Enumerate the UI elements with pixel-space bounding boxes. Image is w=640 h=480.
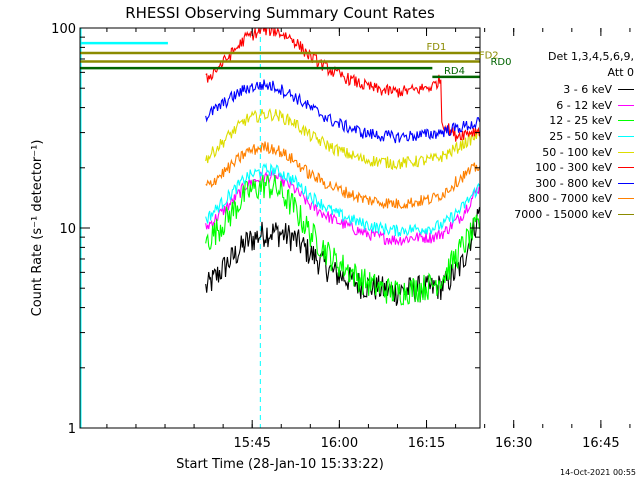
legend-swatch xyxy=(618,89,634,91)
legend-swatch xyxy=(618,151,634,153)
generated-timestamp: 14-Oct-2021 00:55 xyxy=(560,468,636,477)
legend-header-attenuator: Att 0 xyxy=(607,66,634,79)
legend-swatch xyxy=(618,120,634,122)
legend-entry: 50 - 100 keV xyxy=(476,144,634,160)
legend-label: 800 - 7000 keV xyxy=(528,192,612,206)
series-layer xyxy=(205,28,480,306)
legend-label: 300 - 800 keV xyxy=(535,176,612,190)
legend-entry: 12 - 25 keV xyxy=(476,113,634,129)
legend: Det 1,3,4,5,6,9, Att 0 3 - 6 keV 6 - 12 k… xyxy=(476,50,634,222)
legend-label: 12 - 25 keV xyxy=(549,114,612,128)
series-line-4 xyxy=(205,162,480,237)
series-line-7 xyxy=(205,79,480,144)
y-axis: 1 10 100 xyxy=(51,22,480,437)
chart-title: RHESSI Observing Summary Count Rates xyxy=(125,4,435,22)
x-axis-label: Start Time (28-Jan-10 15:33:22) xyxy=(176,457,384,472)
series-line-5 xyxy=(205,108,480,171)
y-tick-label: 1 xyxy=(68,422,76,437)
y-tick-label: 10 xyxy=(59,222,76,237)
series-line-1 xyxy=(205,206,480,306)
x-tick-label: 16:15 xyxy=(408,436,445,451)
legend-label: 3 - 6 keV xyxy=(563,83,612,97)
legend-entry: 800 - 7000 keV xyxy=(476,191,634,207)
legend-label: 25 - 50 keV xyxy=(549,130,612,144)
legend-header-detectors: Det 1,3,4,5,6,9, xyxy=(547,50,634,63)
x-tick-label: 16:30 xyxy=(495,436,532,451)
legend-entry: 3 - 6 keV xyxy=(476,82,634,98)
y-axis-label: Count Rate (s⁻¹ detector⁻¹) xyxy=(30,140,45,317)
legend-entry: 7000 - 15000 keV xyxy=(476,207,634,223)
annotation-fd2: FD2 xyxy=(479,50,499,61)
series-line-3 xyxy=(205,174,480,306)
legend-label: 100 - 300 keV xyxy=(535,161,612,175)
legend-entry: 25 - 50 keV xyxy=(476,129,634,145)
x-tick-label: 16:00 xyxy=(321,436,358,451)
legend-swatch xyxy=(618,167,634,169)
annotations-layer xyxy=(80,41,480,79)
legend-swatch xyxy=(618,214,634,216)
legend-label: 7000 - 15000 keV xyxy=(514,208,612,222)
annotation-rd4: RD4 xyxy=(444,66,465,77)
legend-swatch xyxy=(618,136,634,138)
legend-swatch xyxy=(618,198,634,200)
legend-entry: 300 - 800 keV xyxy=(476,176,634,192)
legend-entry: 100 - 300 keV xyxy=(476,160,634,176)
legend-label: 6 - 12 keV xyxy=(556,98,612,112)
legend-swatch xyxy=(618,182,634,184)
legend-swatch xyxy=(618,104,634,106)
legend-label: 50 - 100 keV xyxy=(542,145,612,159)
x-tick-label: 16:45 xyxy=(582,436,619,451)
series-line-6 xyxy=(205,28,480,142)
series-line-8 xyxy=(205,141,480,210)
annotation-rd0: RD0 xyxy=(490,57,511,68)
legend-entry: 6 - 12 keV xyxy=(476,98,634,114)
x-tick-label: 15:45 xyxy=(233,436,270,451)
y-tick-label: 100 xyxy=(51,22,76,37)
annotation-fd1: FD1 xyxy=(427,42,447,53)
